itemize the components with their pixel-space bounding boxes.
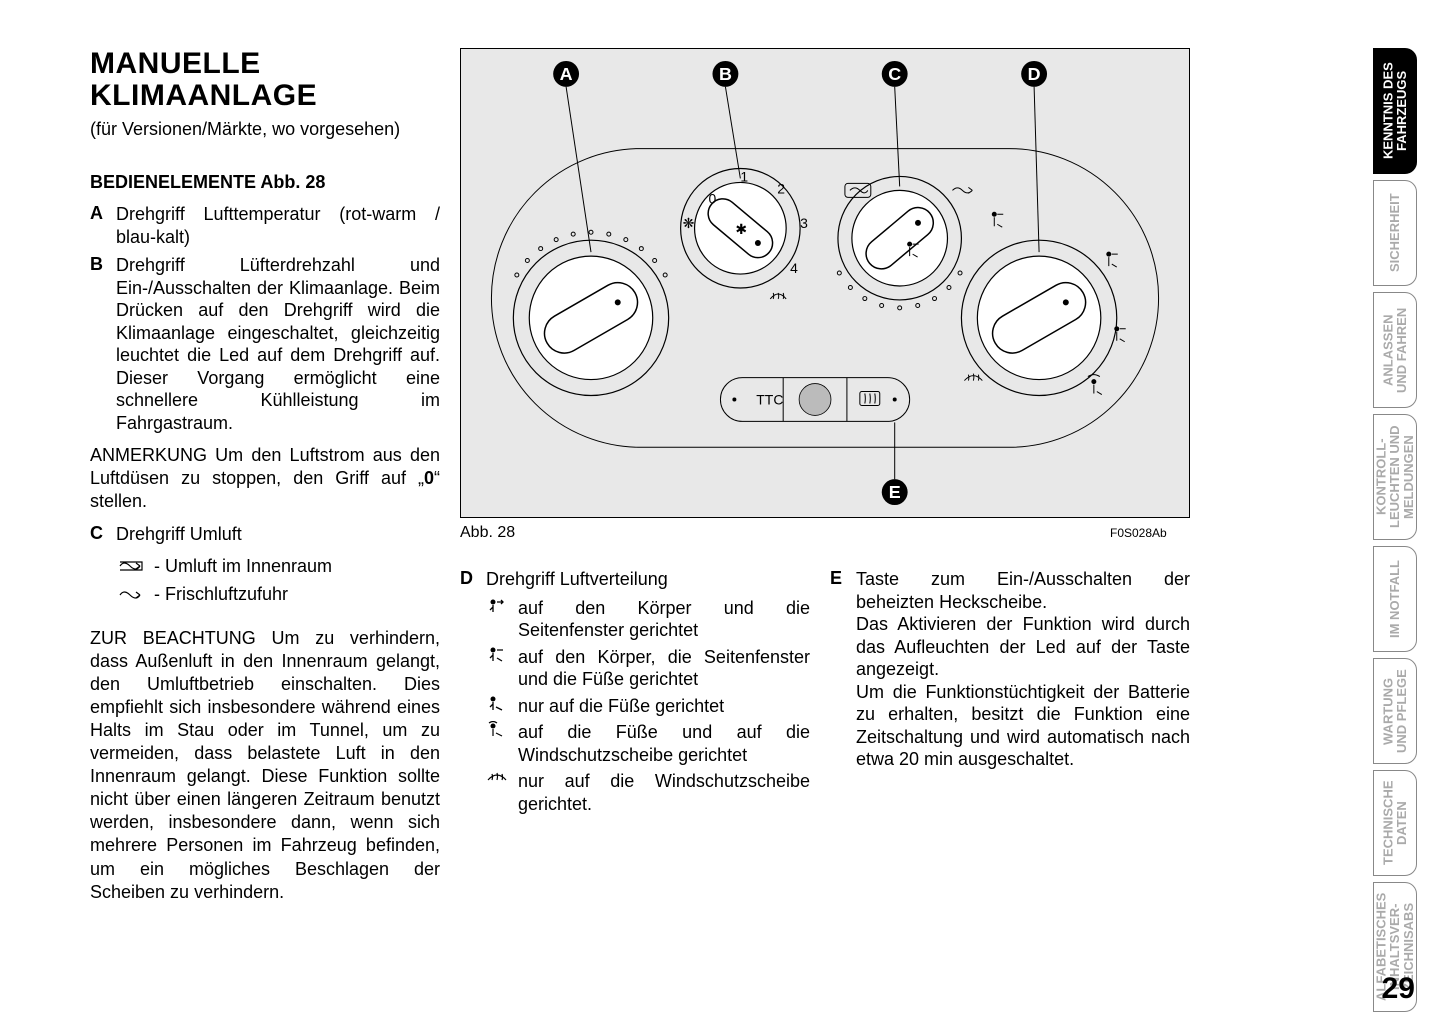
svg-text:B: B	[719, 64, 732, 84]
svg-text:0: 0	[708, 190, 716, 206]
air-feet-screen-icon	[488, 721, 506, 737]
side-tab[interactable]: KONTROLL-LEUCHTEN UND MELDUNGEN	[1373, 414, 1417, 540]
rear-defrost-icon	[860, 392, 880, 406]
side-tab[interactable]: IM NOTFALL	[1373, 546, 1417, 652]
item-B: BDrehgriff Lüfterdrehzahl und Ein-/Aussc…	[90, 254, 440, 434]
item-D-b3: nur auf die Füße gerichtet	[486, 695, 810, 718]
title-line1: MANUELLE	[90, 48, 440, 80]
note-anmerkung: ANMERKUNG Um den Luftstrom aus den Luftd…	[90, 444, 440, 513]
item-C: CDrehgriff Umluft	[90, 523, 440, 546]
item-D-b4: auf die Füße und auf die Windschutzschei…	[486, 721, 810, 766]
defrost-front-icon	[770, 293, 786, 299]
ttc-button-label: TTC	[756, 391, 783, 407]
figure-code: F0S028Ab	[1110, 526, 1167, 540]
page-number: 29	[1382, 972, 1415, 1006]
air-feet-icon	[488, 695, 506, 711]
fan-icon: ❋	[683, 215, 695, 231]
fresh-air-icon	[116, 587, 146, 603]
item-D-b5: nur auf die Windschutzscheibe gerichtet.	[486, 770, 810, 815]
side-tab[interactable]: WARTUNG UND PFLEGE	[1373, 658, 1417, 764]
item-D-b1: auf den Körper und die Seitenfenster ger…	[486, 597, 810, 642]
figure-caption: Abb. 28	[460, 524, 515, 542]
section-heading: BEDIENELEMENTE Abb. 28	[90, 172, 440, 193]
recirculation-icon	[116, 558, 146, 574]
climate-panel-diagram: A B C D E 0 1 2 3 4 ❋ ✱	[461, 49, 1189, 517]
air-screen-icon	[486, 770, 508, 784]
svg-text:4: 4	[790, 260, 798, 276]
svg-text:2: 2	[777, 180, 785, 196]
speaker-grille-icon	[799, 384, 831, 416]
svg-text:E: E	[889, 482, 901, 502]
title-line2: KLIMAANLAGE	[90, 80, 440, 112]
svg-text:A: A	[560, 64, 573, 84]
side-tab[interactable]: ANLASSEN UND FAHREN	[1373, 292, 1417, 408]
side-tab[interactable]: TECHNISCHE DATEN	[1373, 770, 1417, 876]
item-A: ADrehgriff Lufttemperatur (rot-warm / bl…	[90, 203, 440, 248]
item-D-b2: auf den Körper, die Seitenfenster und di…	[486, 646, 810, 691]
figure-box: A B C D E 0 1 2 3 4 ❋ ✱	[460, 48, 1190, 518]
side-tabs: KENNTNIS DES FAHRZEUGS SICHERHEIT ANLASSEN…	[1373, 48, 1417, 1018]
recirc-outside-icon	[952, 187, 972, 193]
air-face-feet-icon	[488, 646, 506, 662]
svg-text:3: 3	[800, 215, 808, 231]
air-face-icon	[488, 597, 506, 613]
item-D: DDrehgriff Luftverteilung	[460, 568, 810, 591]
subtitle: (für Versionen/Märkte, wo vorgesehen)	[90, 119, 440, 140]
note-beachtung: ZUR BEACHTUNG Um zu verhindern, dass Auß…	[90, 627, 440, 903]
item-E: E Taste zum Ein-/Ausschalten der beheizt…	[830, 568, 1190, 771]
svg-text:C: C	[888, 64, 901, 84]
side-tab[interactable]: SICHERHEIT	[1373, 180, 1417, 286]
item-C-sub1: - Umluft im Innenraum	[116, 552, 440, 581]
item-C-sub2: - Frischluftzufuhr	[116, 580, 440, 609]
snowflake-icon: ✱	[735, 221, 747, 237]
side-tab[interactable]: KENNTNIS DES FAHRZEUGS	[1373, 48, 1417, 174]
svg-text:D: D	[1028, 64, 1041, 84]
svg-text:1: 1	[740, 168, 748, 184]
